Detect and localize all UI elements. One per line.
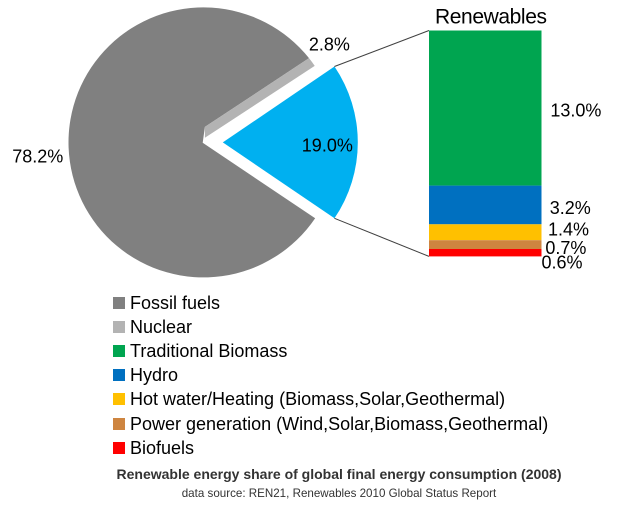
svg-text:1.4%: 1.4% [548,219,589,239]
svg-text:3.2%: 3.2% [550,198,591,218]
svg-text:Renewables: Renewables [435,6,547,29]
svg-text:19.0%: 19.0% [302,135,353,155]
svg-text:13.0%: 13.0% [550,101,601,121]
svg-text:0.7%: 0.7% [545,238,586,258]
svg-text:0.6%: 0.6% [542,253,583,273]
svg-text:78.2%: 78.2% [12,147,63,167]
svg-text:2.8%: 2.8% [309,35,350,55]
